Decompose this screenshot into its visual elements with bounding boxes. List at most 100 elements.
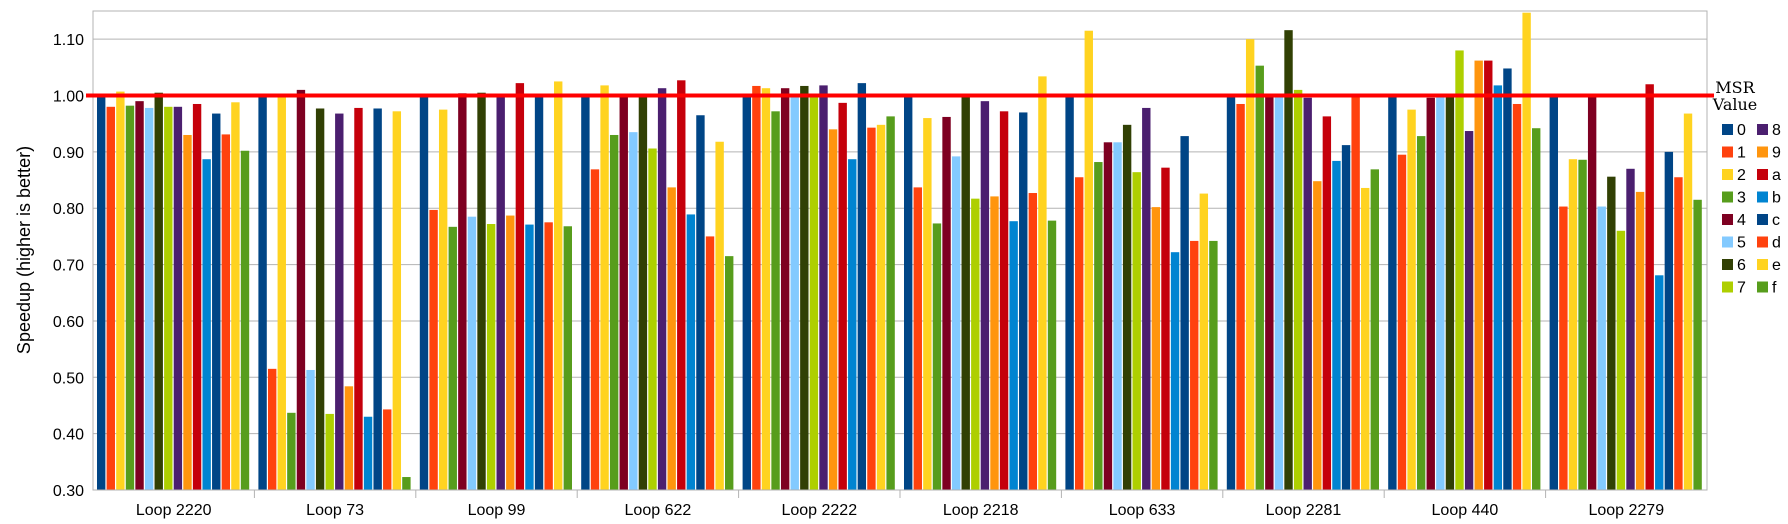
bar-6-loop-440 xyxy=(1445,95,1455,490)
bar-3-loop-622 xyxy=(609,134,619,491)
bar-9-loop-2220 xyxy=(183,134,192,491)
bar-2-loop-2220 xyxy=(116,91,125,490)
bar-6-loop-73 xyxy=(315,108,325,491)
bar-1-loop-2220 xyxy=(106,106,115,491)
bar-2-loop-2218 xyxy=(923,118,932,490)
bar-4-loop-633 xyxy=(1103,142,1113,491)
bar-f-loop-2279 xyxy=(1693,199,1702,490)
bar-8-loop-440 xyxy=(1464,131,1474,490)
bar-3-loop-2279 xyxy=(1578,159,1587,490)
bar-8-loop-2279 xyxy=(1626,168,1635,491)
bar-4-loop-2222 xyxy=(780,88,790,490)
bar-2-loop-622 xyxy=(600,85,609,490)
legend-swatch-e xyxy=(1757,259,1768,270)
legend-swatch-a xyxy=(1757,169,1768,180)
bar-8-loop-99 xyxy=(496,95,505,490)
bar-3-loop-440 xyxy=(1416,136,1426,490)
category-label: Loop 440 xyxy=(1432,502,1499,519)
bar-d-loop-73 xyxy=(383,409,392,490)
bar-e-loop-2220 xyxy=(231,102,240,490)
y-tick-label: 0.60 xyxy=(53,314,84,331)
bar-b-loop-2222 xyxy=(848,159,857,490)
y-tick-label: 1.00 xyxy=(53,89,84,106)
bar-d-loop-622 xyxy=(705,236,715,490)
bar-1-loop-440 xyxy=(1397,154,1407,490)
legend-swatch-d xyxy=(1757,236,1768,248)
bar-4-loop-2218 xyxy=(942,116,951,490)
bar-a-loop-73 xyxy=(354,107,363,491)
bar-a-loop-99 xyxy=(515,83,525,490)
bar-7-loop-622 xyxy=(648,148,657,490)
bar-e-loop-2281 xyxy=(1361,187,1370,490)
bar-f-loop-99 xyxy=(563,226,572,490)
bar-4-loop-622 xyxy=(619,95,628,490)
bar-9-loop-633 xyxy=(1151,207,1161,491)
bar-e-loop-99 xyxy=(554,81,563,490)
bar-e-loop-440 xyxy=(1522,12,1531,490)
legend-label-7: 7 xyxy=(1737,280,1746,297)
bar-2-loop-2222 xyxy=(761,88,771,490)
bar-f-loop-622 xyxy=(725,256,734,490)
bar-8-loop-2218 xyxy=(980,101,990,490)
bar-2-loop-99 xyxy=(438,109,448,491)
bar-d-loop-2279 xyxy=(1674,177,1683,491)
y-tick-label: 0.40 xyxy=(53,427,84,444)
bar-8-loop-73 xyxy=(335,113,344,490)
bar-d-loop-633 xyxy=(1190,240,1199,490)
bar-a-loop-2222 xyxy=(838,102,847,491)
bar-c-loop-622 xyxy=(696,115,705,490)
bar-4-loop-2220 xyxy=(135,101,144,490)
bar-5-loop-2279 xyxy=(1597,206,1606,491)
legend-label-4: 4 xyxy=(1737,212,1746,229)
bar-b-loop-633 xyxy=(1170,252,1180,490)
bar-b-loop-440 xyxy=(1493,85,1503,490)
bar-a-loop-622 xyxy=(677,80,686,490)
bar-2-loop-2281 xyxy=(1245,39,1255,491)
bar-9-loop-440 xyxy=(1474,60,1483,491)
bar-d-loop-440 xyxy=(1512,103,1522,490)
bar-9-loop-622 xyxy=(667,187,676,490)
bar-3-loop-2281 xyxy=(1255,65,1264,490)
category-label: Loop 622 xyxy=(625,502,692,519)
legend-swatch-0 xyxy=(1722,124,1733,135)
bar-7-loop-2222 xyxy=(809,95,819,490)
bar-6-loop-622 xyxy=(638,95,648,490)
bar-6-loop-633 xyxy=(1122,124,1132,490)
bar-6-loop-2220 xyxy=(154,92,163,491)
bar-c-loop-73 xyxy=(373,108,382,491)
legend-swatch-6 xyxy=(1722,259,1733,270)
bar-0-loop-2281 xyxy=(1226,95,1236,490)
bar-d-loop-2220 xyxy=(221,134,231,490)
bar-3-loop-2218 xyxy=(932,223,942,490)
legend-swatch-4 xyxy=(1722,214,1733,225)
bar-5-loop-2222 xyxy=(790,97,799,490)
bar-0-loop-2220 xyxy=(97,95,106,490)
bar-3-loop-633 xyxy=(1094,162,1103,490)
bar-b-loop-622 xyxy=(686,214,696,490)
legend-swatch-7 xyxy=(1722,281,1733,293)
bar-b-loop-2218 xyxy=(1009,221,1018,490)
bar-5-loop-99 xyxy=(467,216,477,490)
y-tick-label: 0.90 xyxy=(53,145,84,162)
bar-8-loop-2281 xyxy=(1303,97,1312,490)
legend-title-line1: MSR xyxy=(1715,78,1755,97)
y-axis-label: Speedup (higher is better) xyxy=(14,146,34,354)
legend-label-2: 2 xyxy=(1737,167,1746,184)
legend-swatch-1 xyxy=(1722,146,1733,158)
bar-e-loop-2279 xyxy=(1683,113,1693,490)
bar-c-loop-2222 xyxy=(857,83,867,490)
bar-9-loop-2222 xyxy=(828,129,838,490)
bar-0-loop-99 xyxy=(419,95,429,490)
y-tick-label: 0.30 xyxy=(53,483,84,500)
bar-0-loop-622 xyxy=(581,95,590,490)
bar-e-loop-73 xyxy=(392,111,402,490)
legend-label-b: b xyxy=(1772,190,1781,207)
bar-2-loop-440 xyxy=(1407,109,1416,491)
bar-1-loop-99 xyxy=(429,209,438,490)
bar-d-loop-2281 xyxy=(1351,95,1360,490)
bar-4-loop-440 xyxy=(1426,97,1435,490)
legend-label-5: 5 xyxy=(1737,235,1746,252)
legend-swatch-3 xyxy=(1722,191,1733,203)
legend-label-c: c xyxy=(1772,212,1780,229)
